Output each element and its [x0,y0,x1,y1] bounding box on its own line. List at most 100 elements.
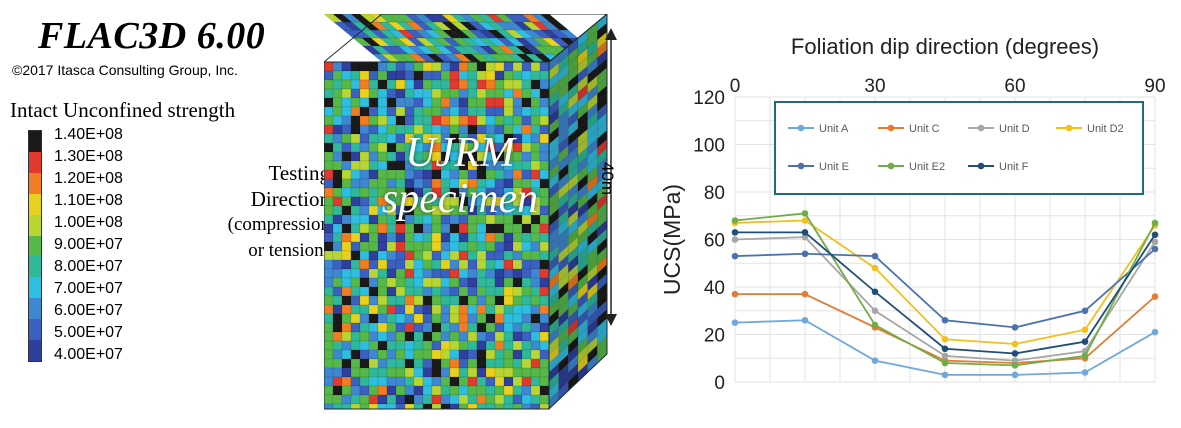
legend-swatch-marker [797,162,805,170]
color-legend-swatch [29,172,41,194]
data-point [731,252,739,260]
data-point [871,252,879,260]
color-legend-label: 7.00E+07 [54,280,123,297]
series-unit-e2 [731,210,1159,369]
testing-line-3: (compression [227,214,330,235]
data-point [1011,350,1019,357]
color-legend-swatch [29,131,41,152]
specimen-label-line-2: specimen [381,176,539,222]
data-point [1081,338,1089,345]
x-tick-label: 30 [864,76,885,97]
legend-swatch-marker [977,162,985,170]
legend-item: Unit F [968,161,1029,173]
data-point [1081,369,1089,376]
height-dimension-arrow-icon [605,28,617,326]
legend-swatch-marker [797,124,805,132]
data-point [871,288,879,296]
data-point [1151,231,1159,239]
color-legend-bar [28,130,42,362]
data-point [1011,357,1019,364]
data-point [731,290,739,298]
legend-item: Unit E2 [878,161,945,173]
color-legend-swatch [29,235,41,257]
color-legend-swatch [29,214,41,236]
data-point [1151,238,1159,246]
legend-swatch-marker [887,124,895,132]
color-legend-label: 1.10E+08 [54,192,123,209]
y-tick-label: 40 [704,278,725,299]
x-tick-label: 60 [1004,76,1025,97]
color-legend-swatch [29,277,41,299]
legend-item: Unit A [788,123,849,135]
copyright-text: ©2017 Itasca Consulting Group, Inc. [12,62,238,78]
data-point [941,359,949,367]
color-legend-swatch [29,193,41,215]
data-point [1151,245,1159,253]
data-point [1011,362,1019,369]
data-point [801,233,809,241]
data-point [1081,307,1089,315]
y-tick-label: 20 [704,326,725,347]
testing-line-2: Direction [250,187,330,211]
data-point [871,307,879,315]
color-legend-swatch [29,151,41,173]
data-point [871,264,879,272]
legend-swatch-marker [977,124,985,132]
data-point [941,352,949,360]
testing-line-1: Testing [268,161,330,185]
legend-item: Unit D [968,123,1030,135]
data-point [731,319,739,326]
chart-title: Foliation dip direction (degrees) [791,34,1099,59]
color-legend-labels: 1.40E+08 1.30E+08 1.20E+08 1.10E+08 1.00E+08… [54,124,123,366]
color-legend-label: 8.00E+07 [54,258,123,275]
data-point [1151,293,1159,300]
legend-box [774,101,1144,195]
legend-label: Unit D [999,123,1030,135]
data-point [1151,328,1159,336]
data-point [871,357,879,364]
legend-label: Unit C [909,123,940,135]
legend-item: Unit D2 [1056,123,1124,135]
x-tick-label: 0 [730,76,741,97]
color-legend-label: 4.00E+07 [54,346,123,363]
color-legend-label: 5.00E+07 [54,324,123,341]
software-title: FLAC3D 6.00 [38,15,266,57]
legend-swatch-marker [1065,124,1073,132]
data-point [731,236,739,243]
legend-swatch-marker [887,162,895,170]
x-tick-label: 90 [1144,76,1165,97]
y-tick-label: 0 [714,373,725,394]
legend-label: Unit A [819,123,849,135]
y-tick-label: 100 [693,136,725,157]
color-legend-swatch [29,319,41,341]
data-point [801,250,809,258]
data-point [801,217,809,224]
legend-item: Unit C [878,123,940,135]
data-point [941,345,949,353]
y-tick-label: 80 [704,183,725,204]
color-legend-label: 1.00E+08 [54,214,123,231]
color-legend-label: 6.00E+07 [54,302,123,319]
testing-line-4: or tension) [248,240,330,261]
series-unit-f [731,229,1159,357]
legend-label: Unit E [819,161,849,173]
data-point [1081,326,1089,334]
color-legend-label: 1.40E+08 [54,126,123,143]
data-point [941,335,949,343]
data-point [1011,324,1019,331]
data-point [1011,371,1019,379]
y-axis-label: UCS(MPa) [659,184,685,295]
legend-label: Unit E2 [909,161,945,173]
data-point [731,217,739,224]
color-legend-label: 9.00E+07 [54,236,123,253]
data-point [801,210,809,217]
data-point [1151,219,1159,227]
color-legend-label: 1.20E+08 [54,170,123,187]
color-legend-title: Intact Unconfined strength [10,98,236,122]
color-legend-label: 1.30E+08 [54,148,123,165]
data-point [941,316,949,324]
data-point [1081,352,1089,360]
data-point [871,321,879,329]
testing-direction-label: Testing Direction (compression or tensio… [194,160,330,264]
legend-item: Unit E [788,161,849,173]
